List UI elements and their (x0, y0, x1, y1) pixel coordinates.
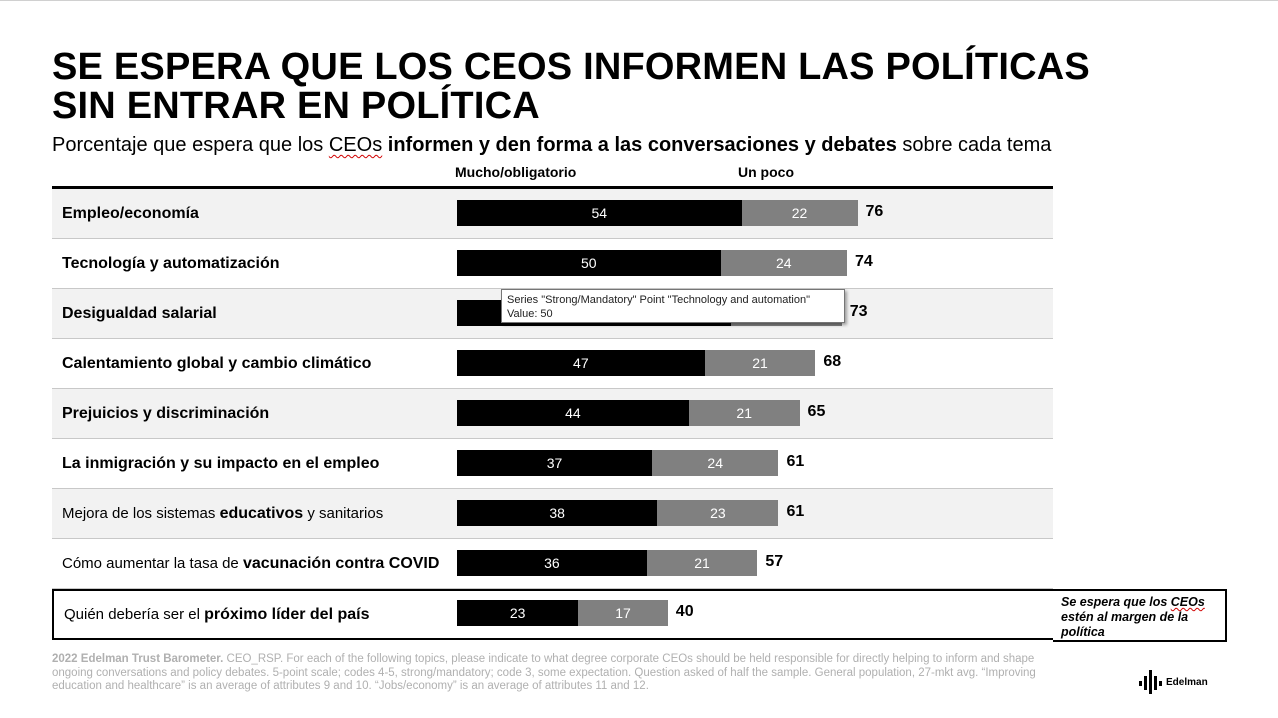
bar-strong[interactable]: 54 (457, 200, 742, 226)
bar-strong[interactable]: 37 (457, 450, 652, 476)
total-label: 76 (865, 203, 884, 220)
bar-some[interactable]: 23 (657, 500, 779, 526)
category-label: Cómo aumentar la tasa de vacunación cont… (62, 554, 440, 572)
legend-some: Un poco (738, 164, 794, 180)
category-label: Quién debería ser el próximo líder del p… (64, 605, 370, 623)
header-rule (52, 186, 1053, 189)
total-label: 74 (854, 253, 873, 270)
bar-strong[interactable]: 50 (457, 250, 721, 276)
slide-title: SE ESPERA QUE LOS CEOS INFORMEN LAS POLÍ… (52, 48, 1152, 126)
bar-some[interactable]: 22 (741, 200, 858, 226)
total-label: 68 (823, 353, 842, 370)
category-label: Empleo/economía (62, 204, 199, 222)
total-label: 65 (807, 403, 826, 420)
total-label: 40 (675, 603, 694, 620)
bar-some[interactable]: 21 (646, 550, 758, 576)
top-border (0, 0, 1278, 1)
chart-row: Calentamiento global y cambio climático (52, 339, 1053, 389)
bar-some[interactable]: 21 (688, 400, 800, 426)
bar-some[interactable]: 24 (720, 250, 847, 276)
bar-strong[interactable]: 36 (457, 550, 647, 576)
logo-wordmark: Edelman (1166, 677, 1208, 688)
chart-row: Tecnología y automatización (52, 239, 1053, 289)
total-label: 61 (786, 503, 805, 520)
total-label: 73 (849, 303, 868, 320)
edelman-logo: Edelman (1138, 668, 1208, 696)
category-label: Mejora de los sistemas educativos y sani… (62, 504, 384, 522)
bar-strong[interactable]: 47 (457, 350, 705, 376)
category-label: Prejuicios y discriminación (62, 404, 270, 422)
edelman-logo-icon (1139, 670, 1162, 694)
title-line-1: SE ESPERA QUE LOS CEOS INFORMEN LAS POLÍ… (52, 46, 1090, 88)
tooltip-value: Value: 50 (507, 308, 553, 320)
tooltip-series-point: Series "Strong/Mandatory" Point "Technol… (507, 294, 811, 306)
chart-row: La inmigración y su impacto en el empleo (52, 439, 1053, 489)
callout-box: Se espera que los CEOs estén al margen d… (1053, 589, 1227, 642)
category-label: Calentamiento global y cambio climático (62, 354, 372, 372)
footnote: 2022 Edelman Trust Barometer. CEO_RSP. F… (52, 653, 1036, 692)
bar-strong[interactable]: 44 (457, 400, 689, 426)
category-label: Tecnología y automatización (62, 254, 280, 272)
total-label: 57 (765, 553, 784, 570)
legend-strong: Mucho/obligatorio (455, 164, 577, 180)
bar-some[interactable]: 21 (704, 350, 816, 376)
bar-strong[interactable]: 23 (457, 600, 579, 626)
bar-some[interactable]: 24 (651, 450, 779, 476)
total-label: 61 (786, 453, 805, 470)
bar-strong[interactable]: 38 (457, 500, 658, 526)
slide-subtitle: Porcentaje que espera que los CEOs infor… (52, 134, 1052, 156)
bar-some[interactable]: 17 (578, 600, 668, 626)
title-line-2: SIN ENTRAR EN POLÍTICA (52, 85, 540, 127)
chart-row: Cómo aumentar la tasa de vacunación cont… (52, 539, 1053, 589)
category-label: Desigualdad salarial (62, 304, 217, 322)
chart-tooltip: Series "Strong/Mandatory" Point "Technol… (501, 289, 845, 323)
category-label: La inmigración y su impacto en el empleo (62, 454, 380, 472)
callout-text: Se espera que los CEOs estén al margen d… (1061, 595, 1205, 639)
